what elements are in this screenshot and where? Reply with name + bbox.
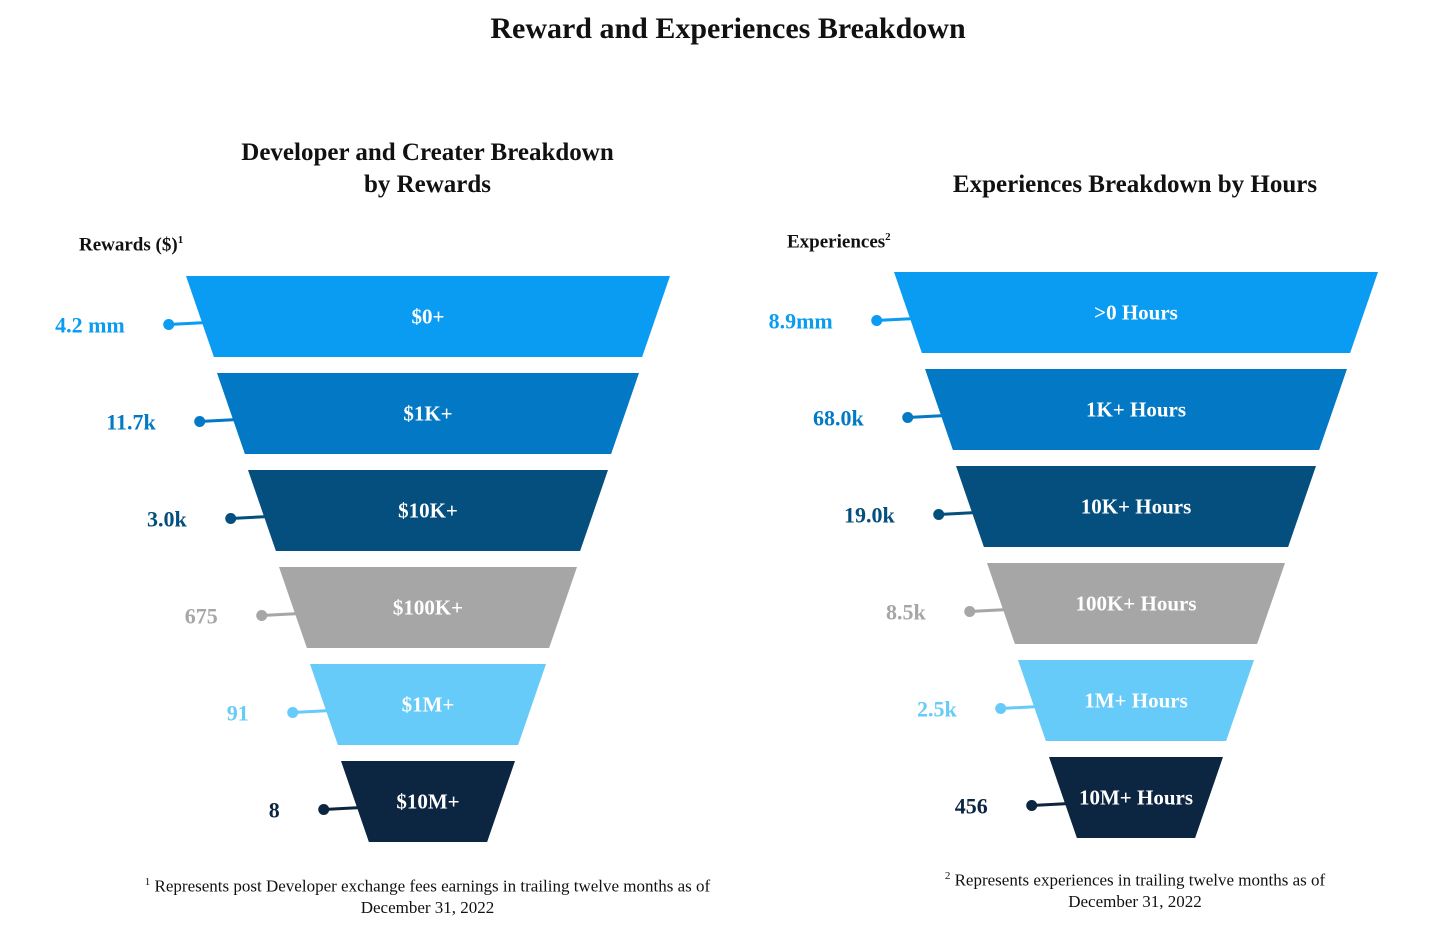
experiences-connector-dot-0 [871,315,883,326]
experiences-connector-dot-2 [933,509,945,520]
rewards-value-label-2: 3.0k [147,507,188,532]
rewards-funnel-stage-1 [217,373,639,454]
rewards-funnel-stage-5 [341,761,515,842]
rewards-connector-dot-1 [194,416,206,427]
experiences-connector-line-0 [876,317,915,322]
experiences-axis-label-text: Experiences [787,231,886,253]
rewards-footnote: 1 Represents post Developer exchange fee… [0,872,855,918]
rewards-connector-dot-3 [256,610,268,621]
rewards-funnel-stage-2 [248,470,608,551]
experiences-axis-label: Experiences2 [787,231,891,253]
experiences-value-label-4: 2.5k [917,697,958,722]
rewards-title-line1: Developer and Creater Breakdown [241,139,614,166]
rewards-stage-label-4: $1M+ [402,693,455,717]
experiences-title-line2: Experiences Breakdown by Hours [952,171,1318,198]
experiences-axis-label-note: 2 [885,231,891,243]
rewards-connector-line-0 [168,321,207,326]
experiences-connector-dot-5 [1026,800,1038,811]
rewards-connector-line-2 [230,515,269,520]
rewards-funnel: $0+ 4.2 mm $1K+ 11.7k $10K+ 3.0k $100K+ 675 $1M+… [55,276,670,842]
main-title: Reward and Experiences Breakdown [490,12,966,45]
experiences-stage-label-1: 1K+ Hours [1086,398,1186,422]
experiences-stage-label-0: >0 Hours [1094,301,1178,325]
rewards-value-label-4: 91 [227,701,249,726]
rewards-panel: Developer and Creater Breakdown by Rewar… [0,137,855,918]
experiences-funnel-stage-4 [1018,660,1254,741]
rewards-panel-title: Developer and Creater Breakdown by Rewar… [0,137,855,201]
experiences-stage-label-4: 1M+ Hours [1084,689,1188,713]
experiences-value-label-3: 8.5k [886,600,927,625]
rewards-stage-label-5: $10M+ [396,790,459,814]
experiences-connector-dot-4 [995,703,1007,714]
rewards-title-line2: by Rewards [363,171,492,198]
rewards-footnote-mark: 1 [144,876,151,888]
rewards-connector-dot-0 [163,319,175,330]
rewards-value-label-5: 8 [269,798,280,823]
experiences-stage-label-3: 100K+ Hours [1075,592,1196,616]
experiences-funnel: >0 Hours 8.9mm 1K+ Hours 68.0k 10K+ Hours 19.… [769,272,1378,838]
rewards-stage-label-2: $10K+ [398,499,458,523]
rewards-connector-line-5 [323,806,362,811]
rewards-connector-line-1 [199,418,238,423]
rewards-footnote-text: Represents post Developer exchange fees … [154,876,711,896]
experiences-panel: Experiences Breakdown by Hours Experienc… [730,0,1456,935]
rewards-stage-label-3: $100K+ [393,596,463,620]
rewards-stage-label-0: $0+ [412,305,445,329]
experiences-value-label-2: 19.0k [844,503,896,528]
experiences-funnel-stage-0 [894,272,1378,353]
rewards-funnel-stage-4 [310,664,546,745]
experiences-footnote-line1: 2 Represents experiences in trailing twe… [730,866,1456,891]
rewards-footnote-line2: December 31, 2022 [360,897,495,917]
experiences-funnel-stage-5 [1049,757,1223,838]
experiences-value-label-1: 68.0k [813,406,865,431]
experiences-stage-label-5: 10M+ Hours [1079,786,1193,810]
rewards-axis-label-note: 1 [177,234,184,246]
rewards-connector-dot-2 [225,513,237,524]
rewards-connector-line-4 [292,709,331,714]
experiences-connector-line-2 [938,511,977,516]
experiences-connector-line-1 [907,414,946,419]
rewards-value-label-0: 4.2 mm [55,313,125,338]
experiences-connector-dot-3 [964,606,976,617]
rewards-axis-label-text: Rewards ($) [79,234,178,256]
experiences-footnote: 2 Represents experiences in trailing twe… [730,866,1456,912]
rewards-connector-line-3 [261,612,300,617]
experiences-funnel-stage-1 [925,369,1347,450]
experiences-connector-dot-1 [902,412,914,423]
rewards-value-label-1: 11.7k [106,410,156,435]
experiences-funnel-stage-3 [987,563,1285,644]
experiences-footnote-text: Represents experiences in trailing twelv… [954,870,1326,890]
experiences-panel-title: Experiences Breakdown by Hours [730,137,1456,201]
rewards-axis-label: Rewards ($)1 [79,234,183,256]
rewards-value-label-3: 675 [185,604,218,629]
experiences-funnel-stage-2 [956,466,1316,547]
rewards-connector-dot-4 [287,707,299,718]
experiences-connector-line-4 [1000,705,1039,710]
rewards-footnote-line1: 1 Represents post Developer exchange fee… [0,872,855,897]
experiences-connector-line-3 [969,608,1008,613]
experiences-footnote-line2: December 31, 2022 [1068,891,1202,911]
rewards-funnel-stage-0 [186,276,670,357]
experiences-footnote-mark: 2 [944,870,951,882]
rewards-funnel-stage-3 [279,567,577,648]
rewards-connector-dot-5 [318,804,330,815]
experiences-value-label-0: 8.9mm [769,309,833,334]
experiences-value-label-5: 456 [955,794,988,819]
experiences-stage-label-2: 10K+ Hours [1081,495,1192,519]
rewards-stage-label-1: $1K+ [403,402,452,426]
experiences-connector-line-5 [1031,802,1070,807]
